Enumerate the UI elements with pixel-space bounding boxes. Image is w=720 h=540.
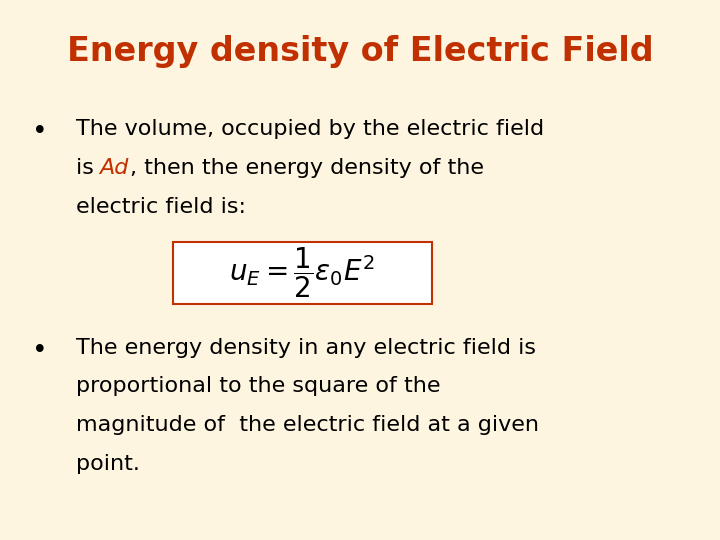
Text: Ad: Ad: [99, 158, 129, 178]
Text: , then the energy density of the: , then the energy density of the: [130, 158, 485, 178]
Text: point.: point.: [76, 454, 140, 474]
Text: magnitude of  the electric field at a given: magnitude of the electric field at a giv…: [76, 415, 539, 435]
Text: •: •: [32, 119, 48, 145]
Text: The volume, occupied by the electric field: The volume, occupied by the electric fie…: [76, 119, 544, 139]
Text: The energy density in any electric field is: The energy density in any electric field…: [76, 338, 536, 357]
Text: •: •: [32, 338, 48, 363]
Text: proportional to the square of the: proportional to the square of the: [76, 376, 440, 396]
Text: Energy density of Electric Field: Energy density of Electric Field: [67, 35, 653, 68]
Text: $u_E = \dfrac{1}{2}\epsilon_0 E^2$: $u_E = \dfrac{1}{2}\epsilon_0 E^2$: [230, 245, 375, 300]
Text: electric field is:: electric field is:: [76, 197, 246, 217]
FancyBboxPatch shape: [173, 241, 432, 303]
Text: is: is: [76, 158, 101, 178]
